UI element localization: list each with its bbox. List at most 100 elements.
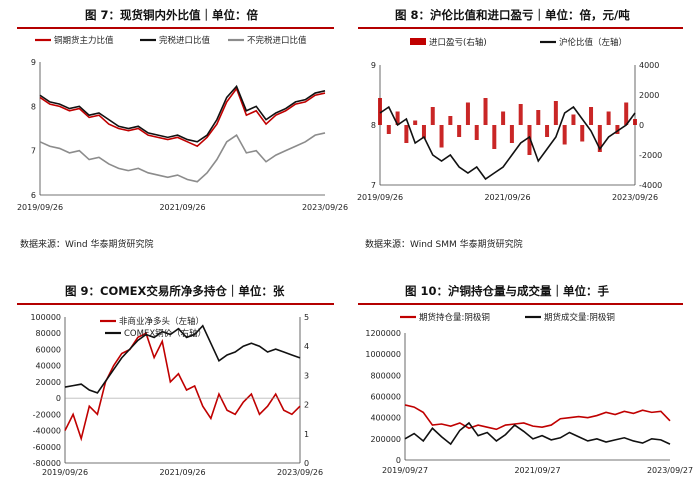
chart-title: 图 10：沪铜持仓量与成交量｜单位：手 [405,284,610,298]
bar [465,102,470,125]
bar [589,107,594,125]
y-tick-label-right: 3 [304,371,309,380]
x-tick-label: 2023/09/27 [647,466,693,475]
legend-label: 沪伦比值（左轴） [559,37,627,48]
legend-label: 期货成交量:阴极铜 [544,312,615,323]
y-tick-label: 200000 [370,435,401,444]
series-line [64,324,301,394]
legend-label: 进口盈亏(右轴) [429,37,487,48]
chart-title: 图 7：现货铜内外比值｜单位：倍 [85,8,259,22]
title-underline [17,303,334,305]
series-line [404,404,671,431]
bar [615,125,620,134]
y-tick-label: 1200000 [365,329,401,338]
bar [518,104,523,125]
chart-title: 图 8：沪伦比值和进口盈亏｜单位：倍，元/吨 [395,8,630,22]
source-note: 数据来源：Wind 华泰期货研究院 [20,240,154,250]
bar [509,125,514,143]
y-tick-label-right: 4000 [639,61,659,70]
bar [545,125,550,137]
legend-swatch [410,38,426,45]
legend-label: 不完税进口比值 [247,35,307,46]
y-tick-label-right: 4 [304,342,309,351]
y-tick-label: 0 [396,456,401,465]
y-tick-label-right: 2 [304,401,309,410]
y-tick-label: 600000 [370,393,401,402]
bar [492,125,497,149]
chart-svg: -80000 -60000 -40000 -20000 0 20000 40000 60000… [30,313,323,477]
y-tick-label: 1000000 [365,350,401,359]
x-tick-label: 2019/09/26 [42,468,88,477]
x-tick-label: 2019/09/26 [357,193,403,202]
chart-title: 图 9：COMEX交易所净多持仓｜单位：张 [65,284,285,298]
bar [562,125,567,145]
y-tick-label: 8 [371,121,376,130]
y-tick-label-right: -2000 [639,151,662,160]
bar [624,102,629,125]
bar [448,116,453,125]
y-tick-label-right: -4000 [639,181,662,190]
bar [536,110,541,125]
series-line [404,421,671,446]
y-tick-label: 40000 [36,362,61,371]
title-underline [358,27,683,29]
y-tick-label: 8 [31,102,36,111]
y-tick-label: 9 [371,61,376,70]
bar [439,125,444,148]
chart-svg: 7 8 9 -4000 -2000 0 2000 4000 2019/09/26 2021/09/… [357,37,662,202]
y-tick-label: 7 [371,181,376,190]
y-tick-label-right: 1 [304,430,309,439]
x-tick-label: 2019/09/27 [382,466,428,475]
y-tick-label: -60000 [33,443,61,452]
bar [501,111,506,125]
bar [527,125,532,155]
bar [430,107,435,125]
y-tick-label: 400000 [370,414,401,423]
y-tick-label: -20000 [33,410,61,419]
chart-svg: 6 7 8 9 2019/09/26 2021/09/26 2023/09/26 铜期货主力比… [17,35,348,212]
series-line [39,86,326,148]
x-tick-label: 2023/09/26 [302,203,348,212]
legend-label: 期货持仓量:阴极铜 [419,312,490,323]
y-tick-label-right: 2000 [639,91,659,100]
x-tick-label: 2023/09/26 [612,193,658,202]
bar [421,125,426,139]
bar [580,125,585,142]
x-tick-label: 2023/09/26 [277,468,323,477]
series-line [39,132,326,183]
y-tick-label: 0 [56,394,61,403]
y-tick-label: 9 [31,58,36,67]
bar [457,125,462,137]
y-tick-label: 800000 [370,371,401,380]
source-note: 数据来源：Wind SMM 华泰期货研究院 [365,240,523,250]
bar [633,119,637,125]
bar [571,114,576,125]
y-tick-label: -80000 [33,459,61,468]
bar [483,98,488,125]
y-tick-label-right: 5 [304,313,309,322]
series-line [64,332,301,442]
legend-label: 完税进口比值 [159,35,211,46]
legend-label: 铜期货主力比值 [54,35,114,46]
x-tick-label: 2019/09/26 [17,203,63,212]
bar [413,120,418,125]
y-tick-label: 100000 [30,313,61,322]
title-underline [358,303,683,305]
y-tick-label-right: 0 [639,121,644,130]
series-line [39,84,326,143]
legend-label: 非商业净多头（左轴） [119,316,204,327]
y-tick-label-right: 0 [304,459,309,468]
bar [606,111,611,125]
y-tick-label: 20000 [36,378,61,387]
bar [404,125,409,143]
y-tick-label: -40000 [33,427,61,436]
x-tick-label: 2021/09/26 [159,203,205,212]
bar [386,125,391,134]
y-tick-label: 6 [31,191,36,200]
bar [553,101,558,125]
legend-label: COMEX铜价（右轴） [124,328,206,339]
x-tick-label: 2021/09/27 [514,466,560,475]
chart-svg: 0 200000 400000 600000 800000 1000000 1200000 2… [365,312,693,475]
bar [378,98,382,125]
y-tick-label: 80000 [36,329,61,338]
